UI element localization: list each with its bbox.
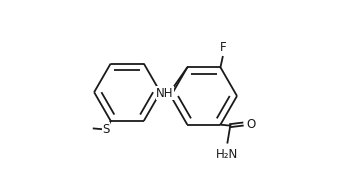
Text: O: O [246, 118, 255, 131]
Text: NH: NH [156, 87, 174, 100]
Text: H₂N: H₂N [216, 148, 239, 161]
Text: S: S [102, 123, 110, 136]
Text: F: F [219, 41, 226, 54]
